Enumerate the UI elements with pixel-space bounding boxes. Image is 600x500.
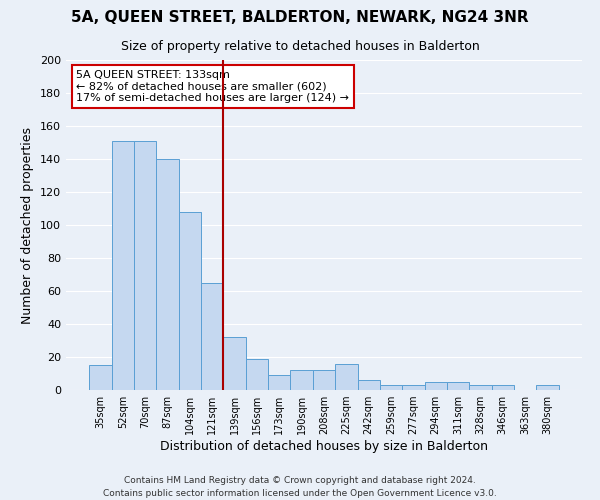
- Text: 5A, QUEEN STREET, BALDERTON, NEWARK, NG24 3NR: 5A, QUEEN STREET, BALDERTON, NEWARK, NG2…: [71, 10, 529, 25]
- Bar: [268, 375, 290, 390]
- Bar: [536, 385, 559, 390]
- Bar: [313, 370, 335, 390]
- Bar: [425, 382, 447, 390]
- Bar: [380, 385, 402, 390]
- Bar: [290, 370, 313, 390]
- X-axis label: Distribution of detached houses by size in Balderton: Distribution of detached houses by size …: [160, 440, 488, 453]
- Bar: [89, 365, 112, 390]
- Bar: [246, 358, 268, 390]
- Text: Size of property relative to detached houses in Balderton: Size of property relative to detached ho…: [121, 40, 479, 53]
- Text: 5A QUEEN STREET: 133sqm
← 82% of detached houses are smaller (602)
17% of semi-d: 5A QUEEN STREET: 133sqm ← 82% of detache…: [76, 70, 349, 103]
- Bar: [112, 141, 134, 390]
- Bar: [447, 382, 469, 390]
- Bar: [179, 212, 201, 390]
- Bar: [201, 283, 223, 390]
- Text: Contains HM Land Registry data © Crown copyright and database right 2024.: Contains HM Land Registry data © Crown c…: [124, 476, 476, 485]
- Bar: [491, 385, 514, 390]
- Bar: [157, 159, 179, 390]
- Text: Contains public sector information licensed under the Open Government Licence v3: Contains public sector information licen…: [103, 488, 497, 498]
- Bar: [134, 141, 157, 390]
- Bar: [223, 337, 246, 390]
- Y-axis label: Number of detached properties: Number of detached properties: [22, 126, 34, 324]
- Bar: [358, 380, 380, 390]
- Bar: [402, 385, 425, 390]
- Bar: [469, 385, 491, 390]
- Bar: [335, 364, 358, 390]
